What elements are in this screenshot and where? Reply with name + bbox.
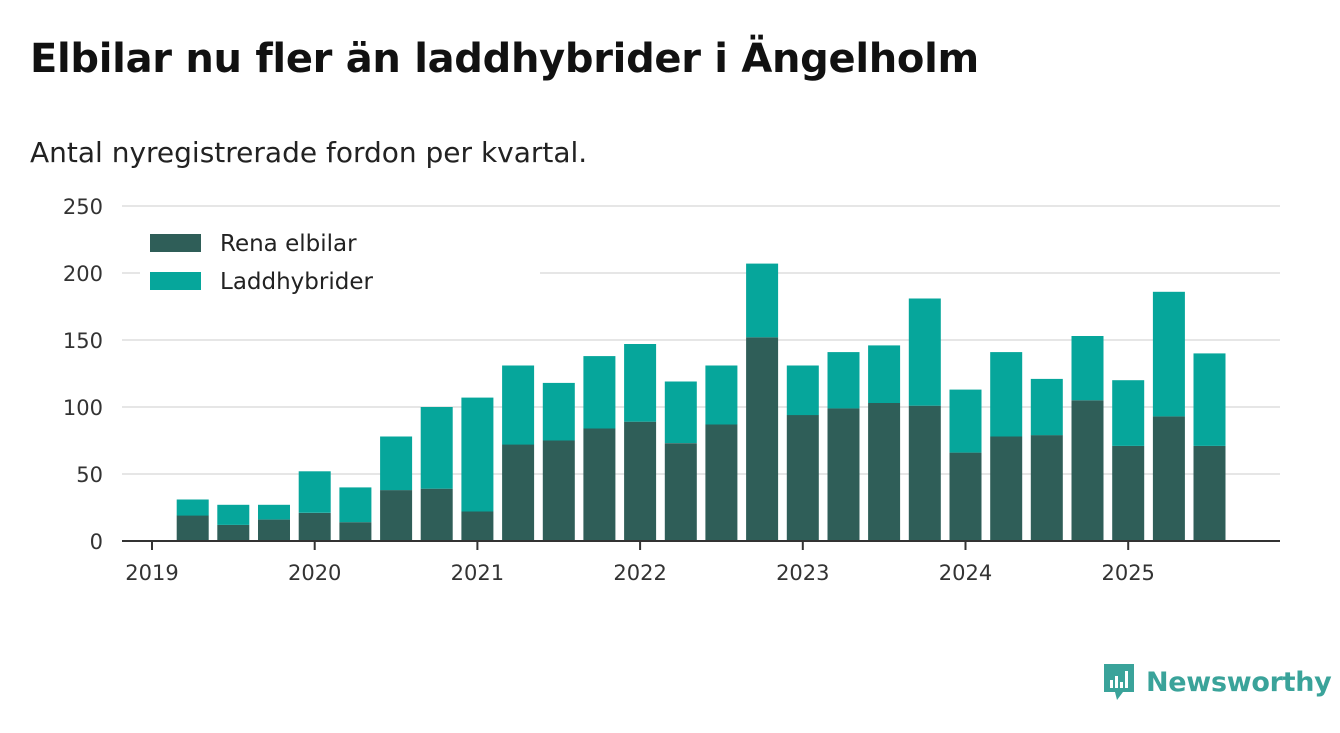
bar-laddhybrider-2020-q1 <box>298 471 331 513</box>
bar-rena-elbilar-2025-q3 <box>1193 445 1226 541</box>
y-tick-label-150: 150 <box>63 329 103 353</box>
y-tick-label-250: 250 <box>63 195 103 219</box>
chart-subtitle: Antal nyregistrerade fordon per kvartal. <box>30 136 588 169</box>
bar-rena-elbilar-2024-q3 <box>1030 435 1063 541</box>
bar-laddhybrider-2019-q4 <box>258 504 290 520</box>
bar-laddhybrider-2023-q1 <box>786 365 819 416</box>
bar-laddhybrider-2022-q1 <box>624 344 657 422</box>
bar-laddhybrider-2019-q3 <box>217 504 250 525</box>
y-tick-label-50: 50 <box>76 463 103 487</box>
bar-rena-elbilar-2021-q4 <box>583 428 616 541</box>
bar-rena-elbilar-2025-q1 <box>1112 445 1145 541</box>
legend-swatch-rena-elbilar <box>150 234 201 252</box>
newsworthy-logo-text: Newsworthy <box>1146 666 1332 698</box>
legend: Rena elbilar Laddhybrider <box>140 226 540 306</box>
legend-swatch-laddhybrider <box>150 272 201 290</box>
bar-rena-elbilar-2024-q4 <box>1071 400 1104 541</box>
bar-rena-elbilar-2020-q2 <box>339 522 372 541</box>
legend-label-laddhybrider: Laddhybrider <box>220 269 373 295</box>
bar-laddhybrider-2024-q3 <box>1030 378 1063 436</box>
bar-laddhybrider-2022-q2 <box>664 381 697 444</box>
bar-rena-elbilar-2021-q2 <box>502 444 535 541</box>
bar-rena-elbilar-2020-q4 <box>420 488 453 541</box>
y-tick-label-0: 0 <box>90 530 103 554</box>
bar-laddhybrider-2021-q1 <box>461 397 494 512</box>
x-tick-label-2022: 2022 <box>613 561 666 585</box>
y-axis-ticks: 0 50 100 150 200 250 <box>63 195 103 554</box>
bar-laddhybrider-2020-q4 <box>420 407 453 489</box>
newsworthy-logo-icon <box>1104 664 1134 700</box>
bar-rena-elbilar-2023-q3 <box>868 403 901 541</box>
bar-rena-elbilar-2022-q4 <box>746 337 779 541</box>
bar-laddhybrider-2020-q2 <box>339 487 372 523</box>
bar-laddhybrider-2022-q3 <box>705 365 738 425</box>
x-tick-label-2020: 2020 <box>288 561 341 585</box>
x-tick-label-2019: 2019 <box>125 561 178 585</box>
bar-rena-elbilar-2021-q3 <box>542 440 575 541</box>
bar-laddhybrider-2024-q4 <box>1071 336 1104 401</box>
bar-rena-elbilar-2019-q4 <box>258 519 290 541</box>
y-tick-label-200: 200 <box>63 262 103 286</box>
bar-rena-elbilar-2020-q3 <box>380 490 413 541</box>
y-tick-label-100: 100 <box>63 396 103 420</box>
bar-laddhybrider-2024-q2 <box>990 352 1023 437</box>
bar-laddhybrider-2019-q2 <box>176 499 209 516</box>
bar-rena-elbilar-2019-q3 <box>217 524 250 541</box>
x-tick-label-2023: 2023 <box>776 561 829 585</box>
legend-label-rena-elbilar: Rena elbilar <box>220 231 357 257</box>
bar-rena-elbilar-2025-q2 <box>1152 416 1185 541</box>
bar-rena-elbilar-2024-q1 <box>949 452 982 541</box>
bar-laddhybrider-2025-q1 <box>1112 380 1145 446</box>
bar-rena-elbilar-2022-q2 <box>664 443 697 541</box>
bar-laddhybrider-2022-q4 <box>746 263 779 338</box>
bar-laddhybrider-2023-q3 <box>868 345 901 403</box>
x-tick-label-2021: 2021 <box>451 561 504 585</box>
bar-rena-elbilar-2023-q1 <box>786 415 819 541</box>
bars <box>176 263 1226 541</box>
bar-rena-elbilar-2024-q2 <box>990 436 1023 541</box>
bar-laddhybrider-2021-q4 <box>583 356 616 429</box>
bar-laddhybrider-2021-q3 <box>542 382 575 441</box>
bar-rena-elbilar-2023-q4 <box>908 405 941 541</box>
bar-laddhybrider-2023-q4 <box>908 298 941 406</box>
x-tick-label-2024: 2024 <box>939 561 992 585</box>
legend-background <box>140 226 540 306</box>
bar-rena-elbilar-2020-q1 <box>298 512 331 541</box>
newsworthy-logo: Newsworthy <box>1102 662 1332 702</box>
bar-rena-elbilar-2022-q1 <box>624 421 657 541</box>
bar-laddhybrider-2020-q3 <box>380 436 413 491</box>
bar-laddhybrider-2025-q3 <box>1193 353 1226 446</box>
bar-rena-elbilar-2022-q3 <box>705 424 738 541</box>
bar-laddhybrider-2023-q2 <box>827 352 860 409</box>
bar-rena-elbilar-2021-q1 <box>461 511 494 541</box>
bar-laddhybrider-2024-q1 <box>949 389 982 453</box>
bar-rena-elbilar-2023-q2 <box>827 408 860 541</box>
bar-laddhybrider-2021-q2 <box>502 365 535 445</box>
x-axis-ticks: 2019 2020 2021 2022 2023 2024 2025 <box>125 541 1155 585</box>
bar-rena-elbilar-2019-q2 <box>176 515 209 541</box>
x-tick-label-2025: 2025 <box>1101 561 1154 585</box>
bar-laddhybrider-2025-q2 <box>1152 291 1185 417</box>
chart-title: Elbilar nu fler än laddhybrider i Ängelh… <box>30 36 979 82</box>
